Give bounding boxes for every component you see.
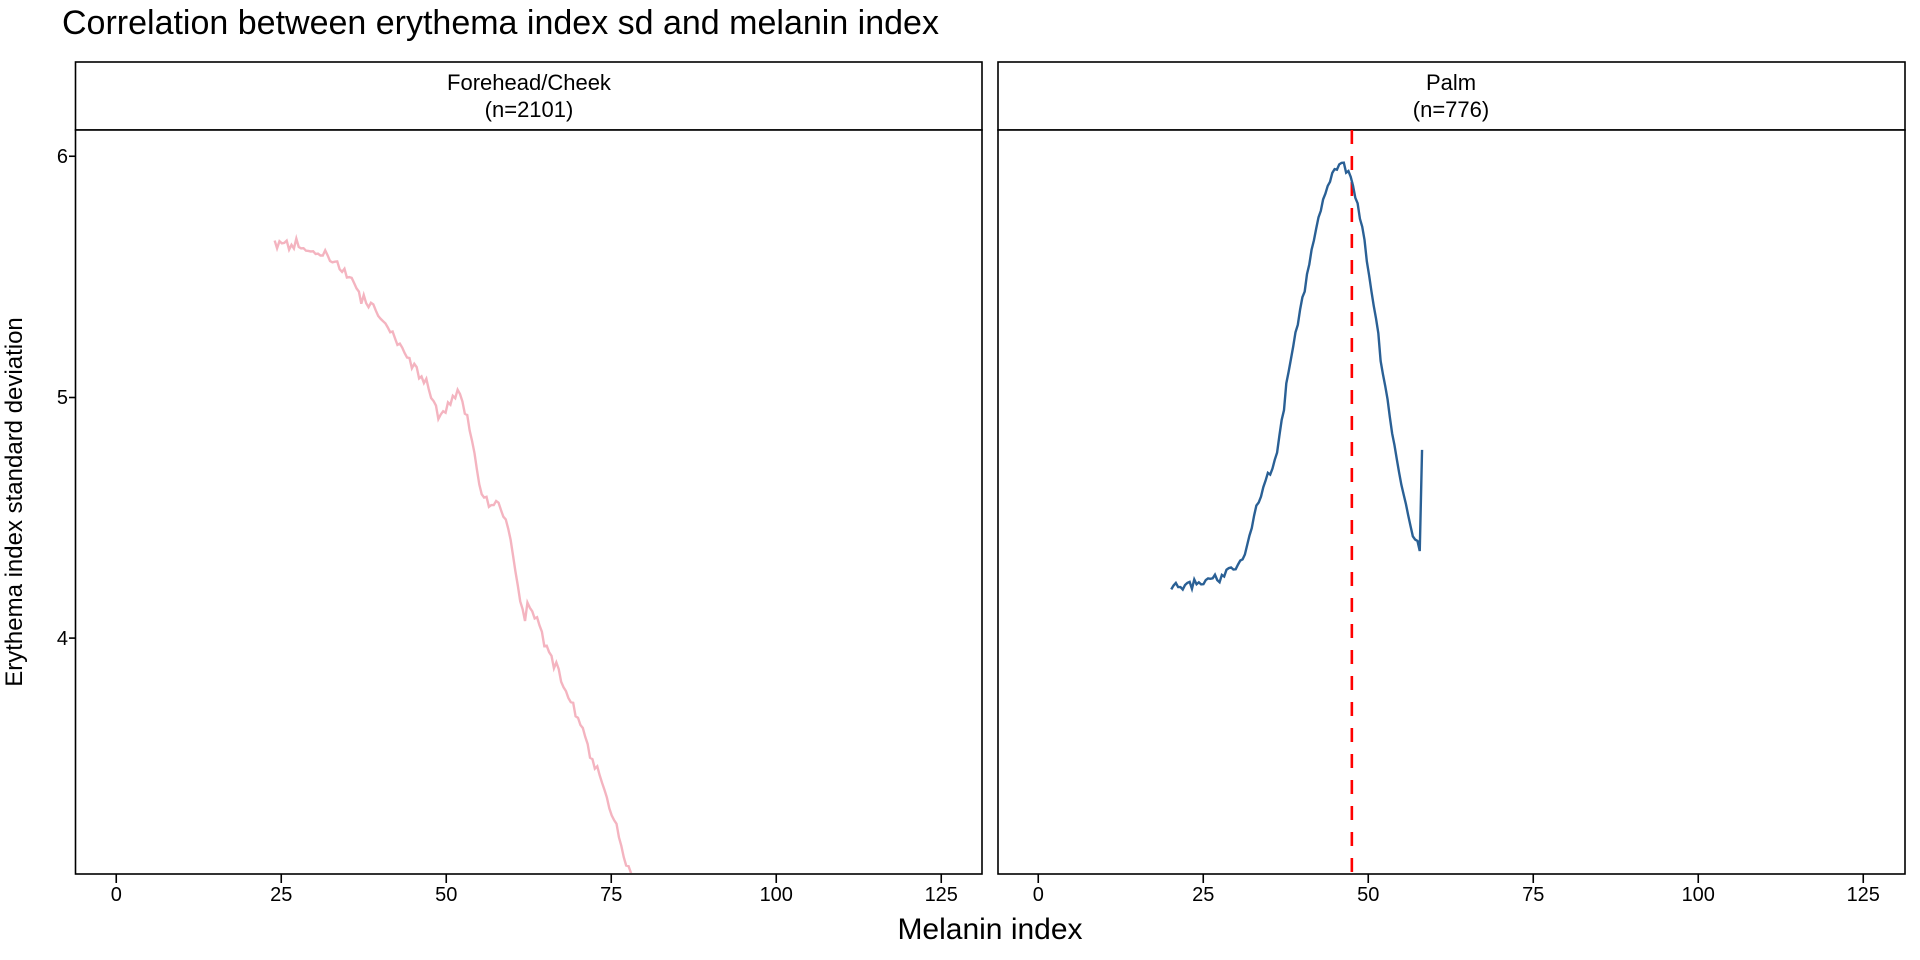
svg-text:Palm: Palm <box>1426 70 1476 95</box>
svg-text:6: 6 <box>57 146 68 168</box>
svg-text:4: 4 <box>57 628 68 650</box>
svg-text:(n=776): (n=776) <box>1413 97 1489 122</box>
svg-text:Erythema index standard deviat: Erythema index standard deviation <box>1 317 28 687</box>
svg-text:125: 125 <box>925 884 958 906</box>
svg-text:(n=2101): (n=2101) <box>485 97 574 122</box>
svg-text:100: 100 <box>760 884 793 906</box>
svg-text:50: 50 <box>435 884 457 906</box>
svg-text:100: 100 <box>1682 884 1715 906</box>
svg-text:Melanin index: Melanin index <box>897 913 1082 946</box>
svg-text:5: 5 <box>57 387 68 409</box>
svg-text:125: 125 <box>1847 884 1880 906</box>
svg-text:25: 25 <box>1192 884 1214 906</box>
svg-text:0: 0 <box>111 884 122 906</box>
svg-text:25: 25 <box>270 884 292 906</box>
svg-text:50: 50 <box>1357 884 1379 906</box>
svg-text:75: 75 <box>600 884 622 906</box>
svg-text:Forehead/Cheek: Forehead/Cheek <box>447 70 612 95</box>
svg-text:0: 0 <box>1033 884 1044 906</box>
svg-text:75: 75 <box>1522 884 1544 906</box>
